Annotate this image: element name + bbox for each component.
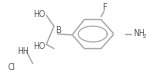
Text: Cl: Cl [7,63,15,72]
Text: HO: HO [33,10,46,19]
Text: F: F [102,3,106,12]
Text: HO: HO [33,42,46,51]
Text: 2: 2 [143,34,146,39]
Text: B: B [55,26,61,35]
Text: NH: NH [133,29,145,38]
Text: HH: HH [18,47,29,56]
